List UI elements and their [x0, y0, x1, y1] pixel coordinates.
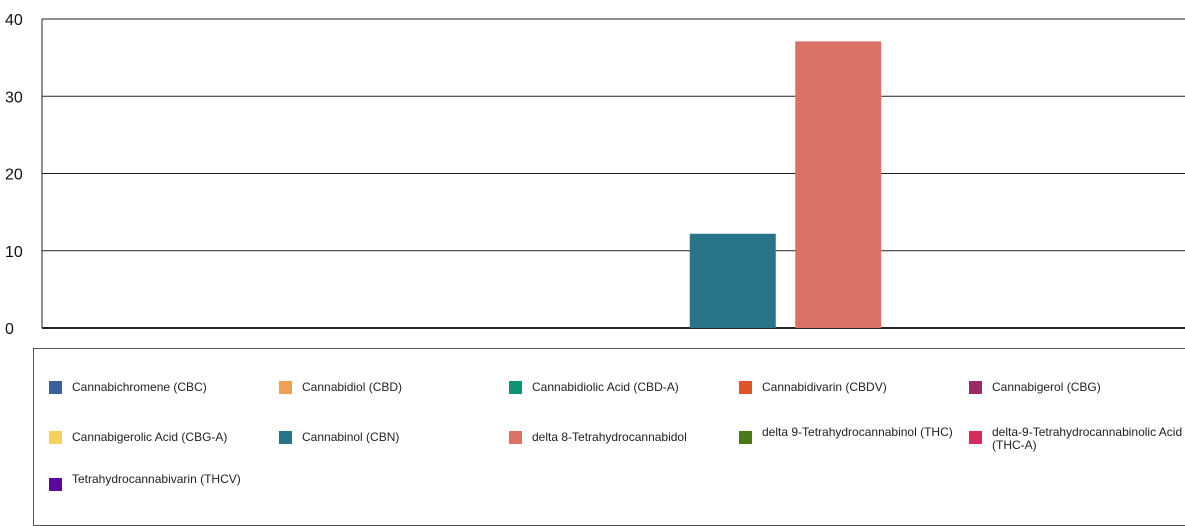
legend-label: Cannabigerol (CBG) [992, 380, 1101, 394]
y-tick-label: 40 [5, 12, 23, 29]
legend-item: Cannabidiol (CBD) [279, 376, 497, 394]
y-tick-label: 10 [5, 244, 23, 261]
legend-swatch [49, 381, 62, 394]
legend-swatch [49, 431, 62, 444]
legend-label: delta 9-Tetrahydrocannabinol (THC) [762, 425, 953, 439]
legend-item: Cannabigerolic Acid (CBG-A) [49, 426, 267, 444]
legend-swatch [969, 431, 982, 444]
y-tick-label: 20 [5, 167, 23, 184]
y-tick-label: 0 [5, 321, 14, 338]
legend-label: Cannabidivarin (CBDV) [762, 380, 887, 394]
legend-label: delta 8-Tetrahydrocannabidol [532, 430, 687, 444]
legend-label: Cannabichromene (CBC) [72, 380, 207, 394]
legend-label: Tetrahydrocannabivarin (THCV) [72, 472, 241, 486]
chart-legend: Cannabichromene (CBC) Cannabidiol (CBD) Ca… [33, 348, 1185, 526]
legend-swatch [509, 431, 522, 444]
legend-item: Cannabigerol (CBG) [969, 376, 1185, 394]
legend-swatch [739, 431, 752, 444]
legend-item: Cannabinol (CBN) [279, 426, 497, 444]
bar-chart: 0 10 20 30 40 [5, 12, 1185, 338]
legend-swatch [279, 381, 292, 394]
legend-item: delta-9-Tetrahydrocannabinolic Acid (THC… [969, 426, 1185, 452]
y-tick-label: 30 [5, 89, 23, 106]
legend-item: Cannabichromene (CBC) [49, 376, 267, 394]
legend-item: Cannabidivarin (CBDV) [739, 376, 957, 394]
legend-swatch [739, 381, 752, 394]
legend-item: Cannabidiolic Acid (CBD-A) [509, 376, 727, 394]
legend-swatch [509, 381, 522, 394]
legend-label: Cannabidiol (CBD) [302, 380, 403, 394]
legend-swatch [279, 431, 292, 444]
legend-label: Cannabinol (CBN) [302, 430, 400, 444]
legend-label: Cannabidiolic Acid (CBD-A) [532, 380, 679, 394]
legend-item: delta 9-Tetrahydrocannabinol (THC) [739, 426, 957, 444]
legend-swatch [49, 478, 62, 491]
legend-swatch [969, 381, 982, 394]
legend-item: delta 8-Tetrahydrocannabidol [509, 426, 727, 444]
bar [689, 233, 776, 328]
bar [795, 41, 882, 329]
legend-label: Cannabigerolic Acid (CBG-A) [72, 430, 228, 444]
legend-label: delta-9-Tetrahydrocannabinolic Acid (THC… [992, 425, 1183, 452]
legend-item: Tetrahydrocannabivarin (THCV) [49, 473, 267, 491]
